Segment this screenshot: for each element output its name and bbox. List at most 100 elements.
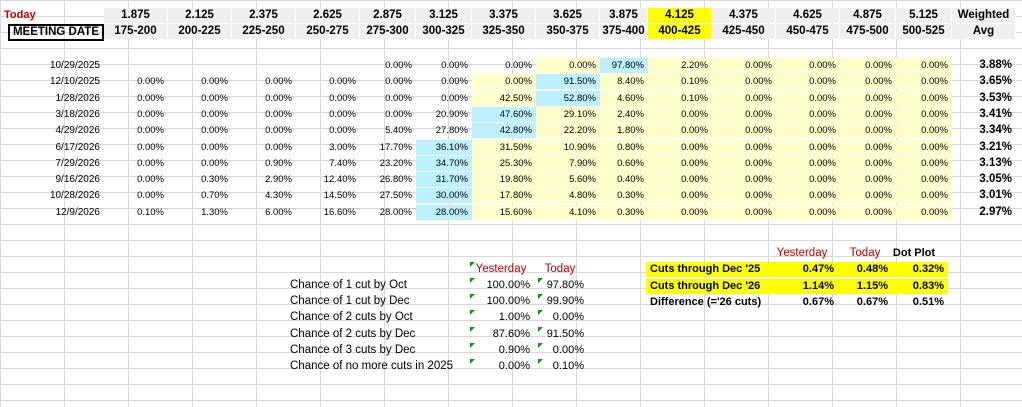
probability-cell[interactable]: 0.00% — [712, 204, 776, 220]
probability-cell[interactable]: 0.00% — [712, 74, 776, 90]
probability-cell[interactable]: 0.00% — [896, 106, 952, 122]
probability-cell[interactable]: 4.80% — [536, 188, 600, 204]
probability-cell[interactable]: 0.00% — [712, 90, 776, 106]
probability-cell[interactable]: 31.50% — [472, 139, 536, 155]
probability-cell[interactable]: 0.00% — [776, 58, 840, 73]
probability-cell[interactable]: 0.00% — [648, 172, 712, 188]
probability-cell[interactable]: 22.20% — [536, 123, 600, 139]
probability-cell[interactable]: 0.60% — [600, 155, 648, 171]
chance-today[interactable]: 97.80% — [546, 279, 584, 291]
probability-cell[interactable]: 2.90% — [265, 174, 292, 186]
probability-cell[interactable]: 0.00% — [441, 60, 468, 71]
probability-cell[interactable]: 0.00% — [840, 58, 896, 73]
probability-cell[interactable]: 0.00% — [840, 155, 896, 171]
probability-cell[interactable]: 0.00% — [840, 172, 896, 188]
probability-cell[interactable]: 0.00% — [441, 92, 468, 104]
probability-cell[interactable]: 6.00% — [265, 206, 292, 218]
probability-cell[interactable]: 0.00% — [776, 172, 840, 188]
probability-cell[interactable]: 0.00% — [776, 139, 840, 155]
probability-cell[interactable]: 15.60% — [472, 204, 536, 220]
probability-cell[interactable]: 0.00% — [137, 141, 164, 153]
chance-yesterday[interactable]: 0.00% — [498, 360, 530, 372]
probability-cell[interactable]: 0.00% — [137, 125, 164, 137]
probability-cell[interactable]: 0.00% — [840, 123, 896, 139]
probability-cell[interactable]: 0.00% — [201, 92, 228, 104]
cuts-dotplot[interactable]: 0.32% — [892, 262, 948, 277]
chance-yesterday[interactable]: 100.00% — [486, 279, 530, 291]
probability-cell[interactable]: 0.00% — [385, 60, 412, 71]
probability-cell[interactable]: 0.00% — [776, 74, 840, 90]
probability-cell[interactable]: 0.00% — [776, 106, 840, 122]
probability-cell[interactable]: 0.00% — [265, 76, 292, 88]
chance-yesterday[interactable]: 100.00% — [486, 295, 530, 308]
probability-cell[interactable]: 1.30% — [201, 206, 228, 218]
probability-cell[interactable]: 19.80% — [472, 172, 536, 188]
probability-cell[interactable]: 0.00% — [201, 76, 228, 88]
probability-cell[interactable]: 91.50% — [536, 74, 600, 90]
probability-cell[interactable]: 5.60% — [536, 172, 600, 188]
probability-cell[interactable]: 14.50% — [323, 190, 356, 202]
probability-cell[interactable]: 28.00% — [416, 204, 472, 220]
probability-cell[interactable]: 0.00% — [536, 58, 600, 73]
probability-cell[interactable]: 97.80% — [600, 58, 648, 73]
probability-cell[interactable]: 4.30% — [265, 190, 292, 202]
probability-cell[interactable]: 0.00% — [441, 76, 468, 88]
probability-cell[interactable]: 0.00% — [137, 174, 164, 186]
probability-cell[interactable]: 0.00% — [712, 139, 776, 155]
probability-cell[interactable]: 0.00% — [137, 157, 164, 169]
probability-cell[interactable]: 0.10% — [648, 74, 712, 90]
probability-cell[interactable]: 0.00% — [137, 108, 164, 120]
probability-cell[interactable]: 0.00% — [265, 125, 292, 137]
probability-cell[interactable]: 0.00% — [896, 188, 952, 204]
probability-cell[interactable] — [232, 58, 296, 73]
probability-cell[interactable]: 0.00% — [776, 204, 840, 220]
probability-cell[interactable]: 0.90% — [265, 157, 292, 169]
chance-today[interactable]: 0.10% — [552, 360, 584, 372]
probability-cell[interactable] — [296, 58, 360, 73]
cuts-yesterday[interactable]: 0.47% — [768, 262, 838, 277]
chance-today[interactable]: 0.00% — [552, 343, 584, 356]
probability-cell[interactable]: 31.70% — [416, 172, 472, 188]
probability-cell[interactable] — [104, 58, 168, 73]
probability-cell[interactable]: 0.00% — [840, 139, 896, 155]
probability-cell[interactable]: 0.00% — [712, 188, 776, 204]
probability-cell[interactable]: 20.90% — [435, 108, 468, 120]
probability-cell[interactable]: 0.00% — [385, 92, 412, 104]
probability-cell[interactable]: 0.00% — [137, 92, 164, 104]
cuts-yesterday[interactable]: 1.14% — [768, 278, 838, 294]
probability-cell[interactable]: 0.00% — [896, 204, 952, 220]
probability-cell[interactable]: 0.00% — [265, 92, 292, 104]
probability-cell[interactable]: 0.00% — [896, 123, 952, 139]
probability-cell[interactable]: 7.90% — [536, 155, 600, 171]
probability-cell[interactable]: 0.00% — [385, 108, 412, 120]
probability-cell[interactable]: 4.60% — [600, 90, 648, 106]
probability-cell[interactable]: 30.00% — [416, 188, 472, 204]
probability-cell[interactable]: 0.00% — [712, 58, 776, 73]
probability-cell[interactable]: 0.00% — [648, 204, 712, 220]
probability-cell[interactable]: 0.80% — [600, 139, 648, 155]
chance-yesterday[interactable]: 0.90% — [498, 343, 530, 356]
probability-cell[interactable]: 42.50% — [472, 90, 536, 106]
probability-cell[interactable]: 27.50% — [379, 190, 412, 202]
probability-cell[interactable]: 42.80% — [472, 123, 536, 139]
cuts-today[interactable]: 1.15% — [838, 278, 892, 294]
probability-cell[interactable]: 0.00% — [329, 125, 356, 137]
probability-cell[interactable]: 5.40% — [385, 125, 412, 137]
probability-cell[interactable]: 0.00% — [712, 155, 776, 171]
probability-cell[interactable]: 0.00% — [265, 108, 292, 120]
chance-yesterday[interactable]: 1.00% — [498, 311, 530, 324]
probability-cell[interactable]: 0.00% — [896, 139, 952, 155]
probability-cell[interactable]: 0.00% — [896, 58, 952, 73]
probability-cell[interactable]: 0.00% — [896, 172, 952, 188]
probability-cell[interactable]: 0.00% — [712, 106, 776, 122]
probability-cell[interactable]: 10.90% — [536, 139, 600, 155]
probability-cell[interactable]: 0.00% — [648, 106, 712, 122]
probability-cell[interactable]: 0.00% — [329, 76, 356, 88]
probability-cell[interactable]: 0.00% — [896, 155, 952, 171]
probability-cell[interactable]: 34.70% — [416, 155, 472, 171]
chance-today[interactable]: 99.90% — [546, 295, 584, 308]
probability-cell[interactable]: 0.00% — [896, 90, 952, 106]
probability-cell[interactable]: 0.00% — [201, 108, 228, 120]
chance-today[interactable]: 91.50% — [546, 327, 584, 340]
probability-cell[interactable]: 0.00% — [648, 188, 712, 204]
